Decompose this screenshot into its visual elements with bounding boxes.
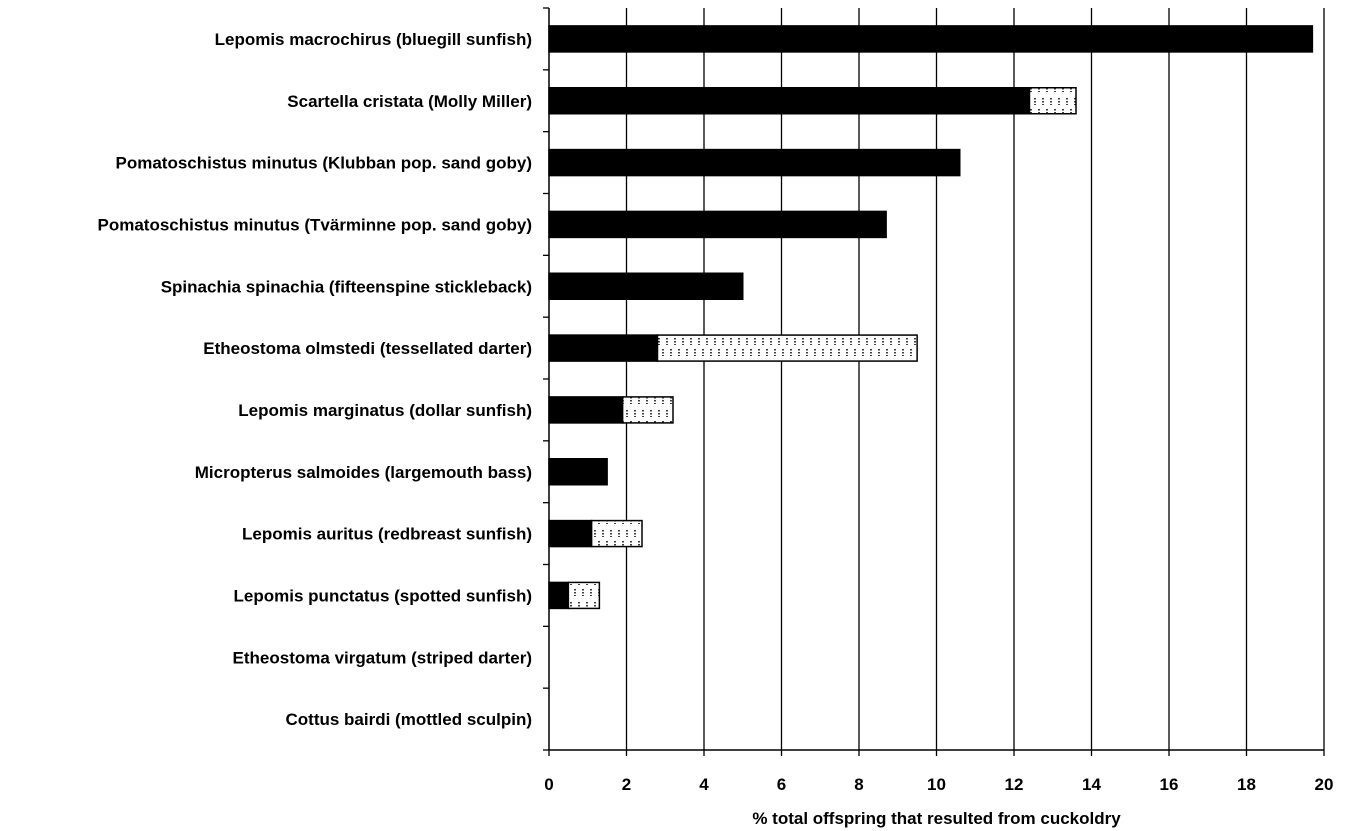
bar-segment-solid	[548, 458, 608, 486]
bar-segment-patterned	[656, 334, 918, 362]
category-label: Pomatoschistus minutus (Klubban pop. san…	[115, 154, 532, 173]
grid-lines	[625, 8, 1325, 750]
category-label: Scartella cristata (Molly Miller)	[287, 92, 532, 111]
x-tick-label: 10	[927, 775, 946, 794]
bar-segment-solid	[548, 148, 961, 177]
x-tick-label: 18	[1237, 775, 1256, 794]
category-label: Cottus bairdi (mottled sculpin)	[286, 710, 533, 729]
x-axis-title: % total offspring that resulted from cuc…	[752, 809, 1121, 828]
bar-segment-patterned	[1028, 87, 1077, 115]
bar-segment-solid	[548, 210, 887, 239]
x-tick-label: 12	[1005, 775, 1024, 794]
category-label: Micropterus salmoides (largemouth bass)	[195, 463, 532, 482]
x-tick-label: 20	[1315, 775, 1334, 794]
x-tick-label: 2	[622, 775, 631, 794]
x-tick-label: 8	[854, 775, 863, 794]
bar-segment-solid	[548, 396, 624, 424]
category-label: Spinachia spinachia (fifteenspine stickl…	[161, 277, 532, 296]
category-label: Lepomis marginatus (dollar sunfish)	[238, 401, 532, 420]
x-tick-labels: 0 2 4 6 8 10 12 14 16 18 20	[544, 775, 1333, 794]
x-tick-label: 14	[1082, 775, 1101, 794]
x-tick-label: 0	[544, 775, 553, 794]
x-tick-label: 4	[699, 775, 709, 794]
category-label: Lepomis punctatus (spotted sunfish)	[234, 586, 532, 605]
axes	[543, 7, 1325, 756]
x-tick-label: 6	[777, 775, 786, 794]
bar-segment-patterned	[621, 396, 674, 424]
bar-segment-patterned	[590, 519, 643, 548]
category-labels: Lepomis macrochirus (bluegill sunfish) Sc…	[98, 30, 533, 729]
x-tick-label: 16	[1160, 775, 1179, 794]
category-label: Etheostoma olmstedi (tessellated darter)	[203, 339, 532, 358]
category-label: Lepomis macrochirus (bluegill sunfish)	[215, 30, 532, 49]
category-label: Etheostoma virgatum (striped darter)	[233, 648, 532, 667]
bar-segment-solid	[548, 581, 570, 610]
category-label: Lepomis auritus (redbreast sunfish)	[242, 525, 532, 544]
bar-segment-patterned	[567, 581, 601, 610]
bar-segment-solid	[548, 25, 1314, 53]
bar-segment-solid	[548, 334, 659, 362]
category-label: Pomatoschistus minutus (Tvärminne pop. s…	[98, 215, 533, 234]
bar-segment-solid	[548, 87, 1031, 115]
bars	[548, 25, 1314, 610]
bar-segment-solid	[548, 272, 744, 300]
bar-segment-solid	[548, 519, 593, 548]
